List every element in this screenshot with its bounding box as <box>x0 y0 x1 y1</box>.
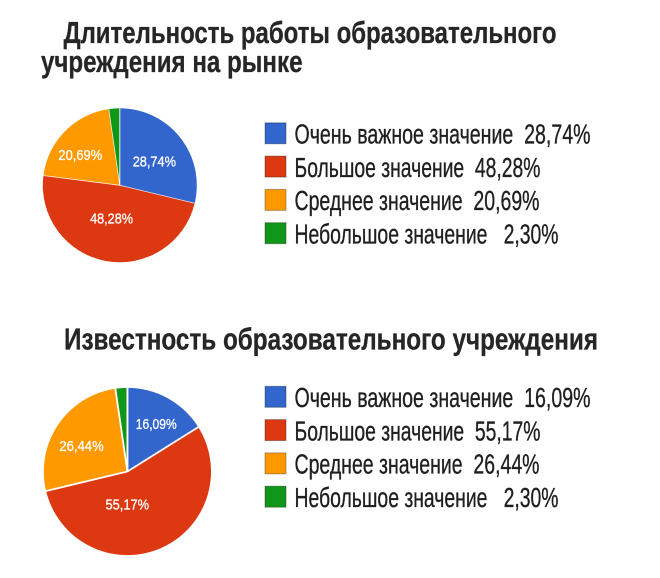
svg-text:48,28%: 48,28% <box>90 211 133 227</box>
svg-text:Среднее значение 26,44%: Среднее значение 26,44% <box>295 449 540 480</box>
svg-text:16,09%: 16,09% <box>136 417 177 433</box>
svg-text:Большое значение 48,28%: Большое значение 48,28% <box>295 152 541 183</box>
svg-text:Очень важное значение 16,09%: Очень важное значение 16,09% <box>295 382 591 413</box>
svg-text:Небольшое значение 2,30%: Небольшое значение 2,30% <box>295 482 559 513</box>
svg-text:Небольшое значение 2,30%: Небольшое значение 2,30% <box>295 219 559 250</box>
svg-text:Известность образовательного у: Известность образовательного учреждения <box>64 321 598 356</box>
svg-text:20,69%: 20,69% <box>58 148 102 164</box>
svg-text:55,17%: 55,17% <box>106 498 150 514</box>
svg-text:28,74%: 28,74% <box>133 154 177 170</box>
svg-text:Длительность работы образовате: Длительность работы образовательного <box>64 15 557 50</box>
svg-text:Очень важное значение 28,74%: Очень важное значение 28,74% <box>295 119 591 150</box>
svg-text:26,44%: 26,44% <box>59 439 104 455</box>
svg-text:Большое значение 55,17%: Большое значение 55,17% <box>295 415 541 446</box>
svg-text:учреждения на рынке: учреждения на рынке <box>41 44 303 79</box>
svg-text:Среднее значение 20,69%: Среднее значение 20,69% <box>295 185 540 216</box>
